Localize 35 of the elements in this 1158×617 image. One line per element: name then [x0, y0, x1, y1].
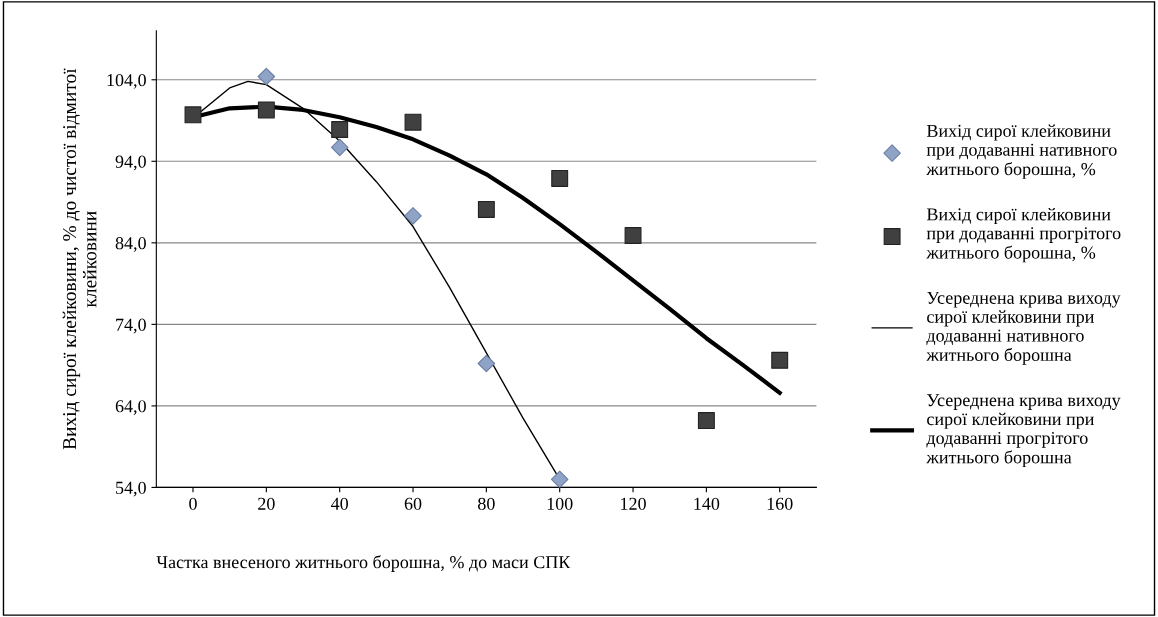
point — [330, 138, 349, 157]
x-tick-label: 60 — [404, 497, 422, 510]
y-tick-label: 74,0 — [116, 318, 146, 334]
point — [550, 470, 569, 488]
point — [697, 412, 715, 430]
point — [771, 351, 789, 369]
x-tick-label: 100 — [547, 497, 573, 510]
y-tick-label: 94,0 — [115, 155, 146, 171]
legend-label: Усереднена крива виходу сирої клейковини при додаванні нативного житнього борошна — [926, 291, 1121, 365]
x-axis-title: Частка внесеного житнього борошна, % до маси СПК — [156, 555, 571, 572]
x-tick-label: 160 — [767, 497, 793, 510]
x-tick-label: 20 — [258, 497, 275, 510]
point — [184, 106, 202, 124]
x-tick-label: 40 — [331, 497, 349, 510]
point — [404, 207, 422, 225]
point — [477, 354, 496, 373]
y-tick-label: 64,0 — [115, 400, 146, 415]
point — [257, 101, 275, 119]
point — [331, 121, 349, 138]
legend-label: Вихід сирої клейковини при додаванні прогрітого житнього борошна, % — [926, 207, 1121, 263]
legend-label: Вихід сирої клейковини при додаванні нативного житнього борошна, % — [926, 124, 1117, 179]
x-tick-label: 80 — [478, 497, 495, 510]
point — [404, 113, 422, 131]
x-tick-label: 120 — [621, 497, 646, 510]
legend-label: Усереднена крива виходу сирої клейковини при додаванні прогрітого житнього борошна — [926, 394, 1121, 468]
point — [477, 200, 495, 218]
x-tick-label: 0 — [189, 497, 197, 510]
y-tick-label: 84,0 — [115, 237, 146, 252]
point — [551, 169, 569, 187]
y-tick-label: 104,0 — [107, 74, 146, 89]
point — [257, 67, 276, 86]
y-tick-label: 54,0 — [116, 481, 146, 497]
y-axis-title: Вихід сирої клейковини, % до чистої відмитої клейковини — [62, 68, 97, 450]
point — [624, 227, 642, 244]
x-tick-label: 140 — [694, 497, 720, 510]
